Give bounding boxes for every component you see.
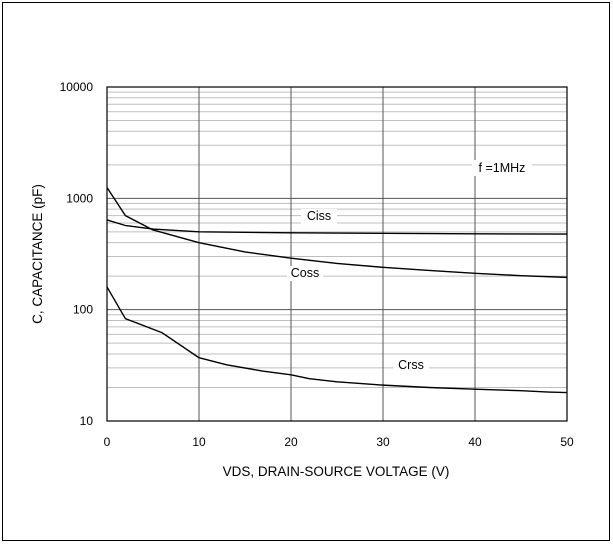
series-lines <box>106 187 568 394</box>
major-grid <box>106 86 568 422</box>
series-label-ciss: Ciss <box>307 209 331 223</box>
x-tick-label: 40 <box>468 435 482 449</box>
y-axis-label: C, CAPACITANCE (pF) <box>30 184 45 324</box>
x-axis-label: VDS, DRAIN-SOURCE VOLTAGE (V) <box>223 464 450 479</box>
plot-area-border <box>106 86 568 422</box>
series-label-bg <box>301 209 337 224</box>
series-label-coss: Coss <box>291 266 319 280</box>
series-line-coss <box>106 187 568 279</box>
y-tick-label: 1000 <box>66 191 93 205</box>
series-label-bg <box>393 358 429 373</box>
x-tick-label: 20 <box>284 435 298 449</box>
y-tick-labels: 10 100 1000 10000 <box>60 80 94 428</box>
frequency-annotation: f =1MHz <box>479 161 526 175</box>
x-tick-label: 10 <box>192 435 206 449</box>
y-tick-label: 10 <box>80 414 94 428</box>
x-tick-label: 30 <box>376 435 390 449</box>
x-tick-labels: 0 10 20 30 40 50 <box>104 435 574 449</box>
annotation-bg <box>472 160 532 176</box>
plot-border <box>106 86 568 422</box>
series-line-ciss <box>106 219 568 235</box>
y-tick-label: 10000 <box>60 80 94 94</box>
x-tick-label: 0 <box>104 435 111 449</box>
minor-grid <box>107 91 567 388</box>
series-label-bg <box>287 266 323 281</box>
y-tick-label: 100 <box>73 303 93 317</box>
series-labels: Ciss Coss Crss f =1MHz <box>287 160 532 373</box>
series-label-crss: Crss <box>398 358 424 372</box>
x-tick-label: 50 <box>560 435 574 449</box>
series-line-crss <box>106 286 568 394</box>
